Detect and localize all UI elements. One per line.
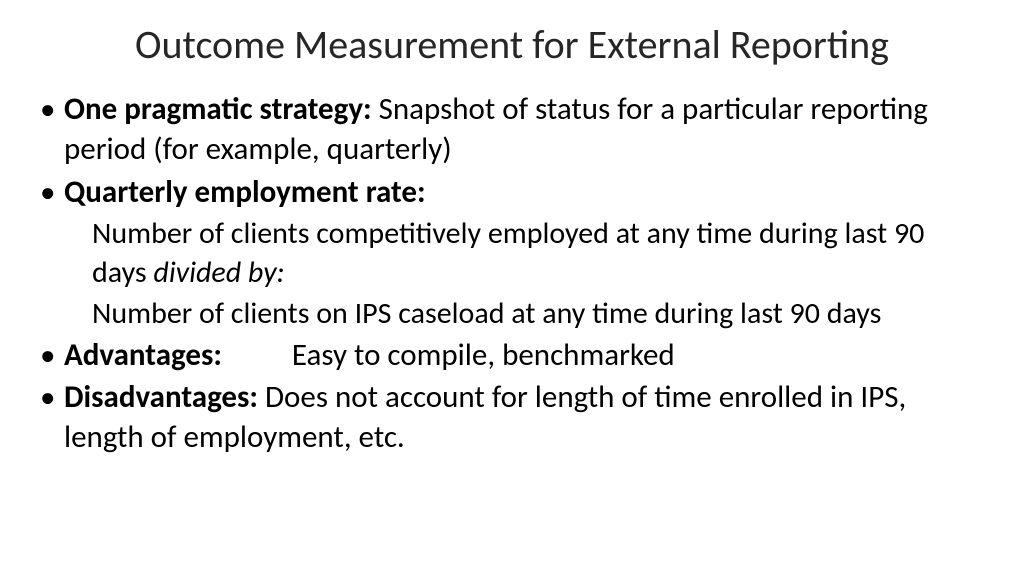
slide-title: Outcome Measurement for External Reporti… [40,20,984,69]
bullet-quarterly: Quarterly employment rate: [40,172,984,212]
quarterly-label: Quarterly employment rate: [64,173,426,211]
bullet-advantages: Advantages: Easy to compile, benchmarked [40,335,984,375]
quarterly-divided-by: divided by: [153,254,284,291]
bullet-strategy: One pragmatic strategy: Snapshot of stat… [40,89,984,170]
quarterly-sub1: Number of clients competitively employed… [40,214,984,292]
disadvantages-label: Disadvantages: [64,378,258,416]
bullet-list: One pragmatic strategy: Snapshot of stat… [40,89,984,458]
quarterly-sub2-text: Number of clients on IPS caseload at any… [92,295,881,332]
strategy-label: One pragmatic strategy: [64,90,372,128]
advantages-text: Easy to compile, benchmarked [292,336,675,374]
advantages-label: Advantages: [64,336,222,374]
quarterly-sub2: Number of clients on IPS caseload at any… [40,294,984,333]
bullet-disadvantages: Disadvantages: Does not account for leng… [40,377,984,458]
